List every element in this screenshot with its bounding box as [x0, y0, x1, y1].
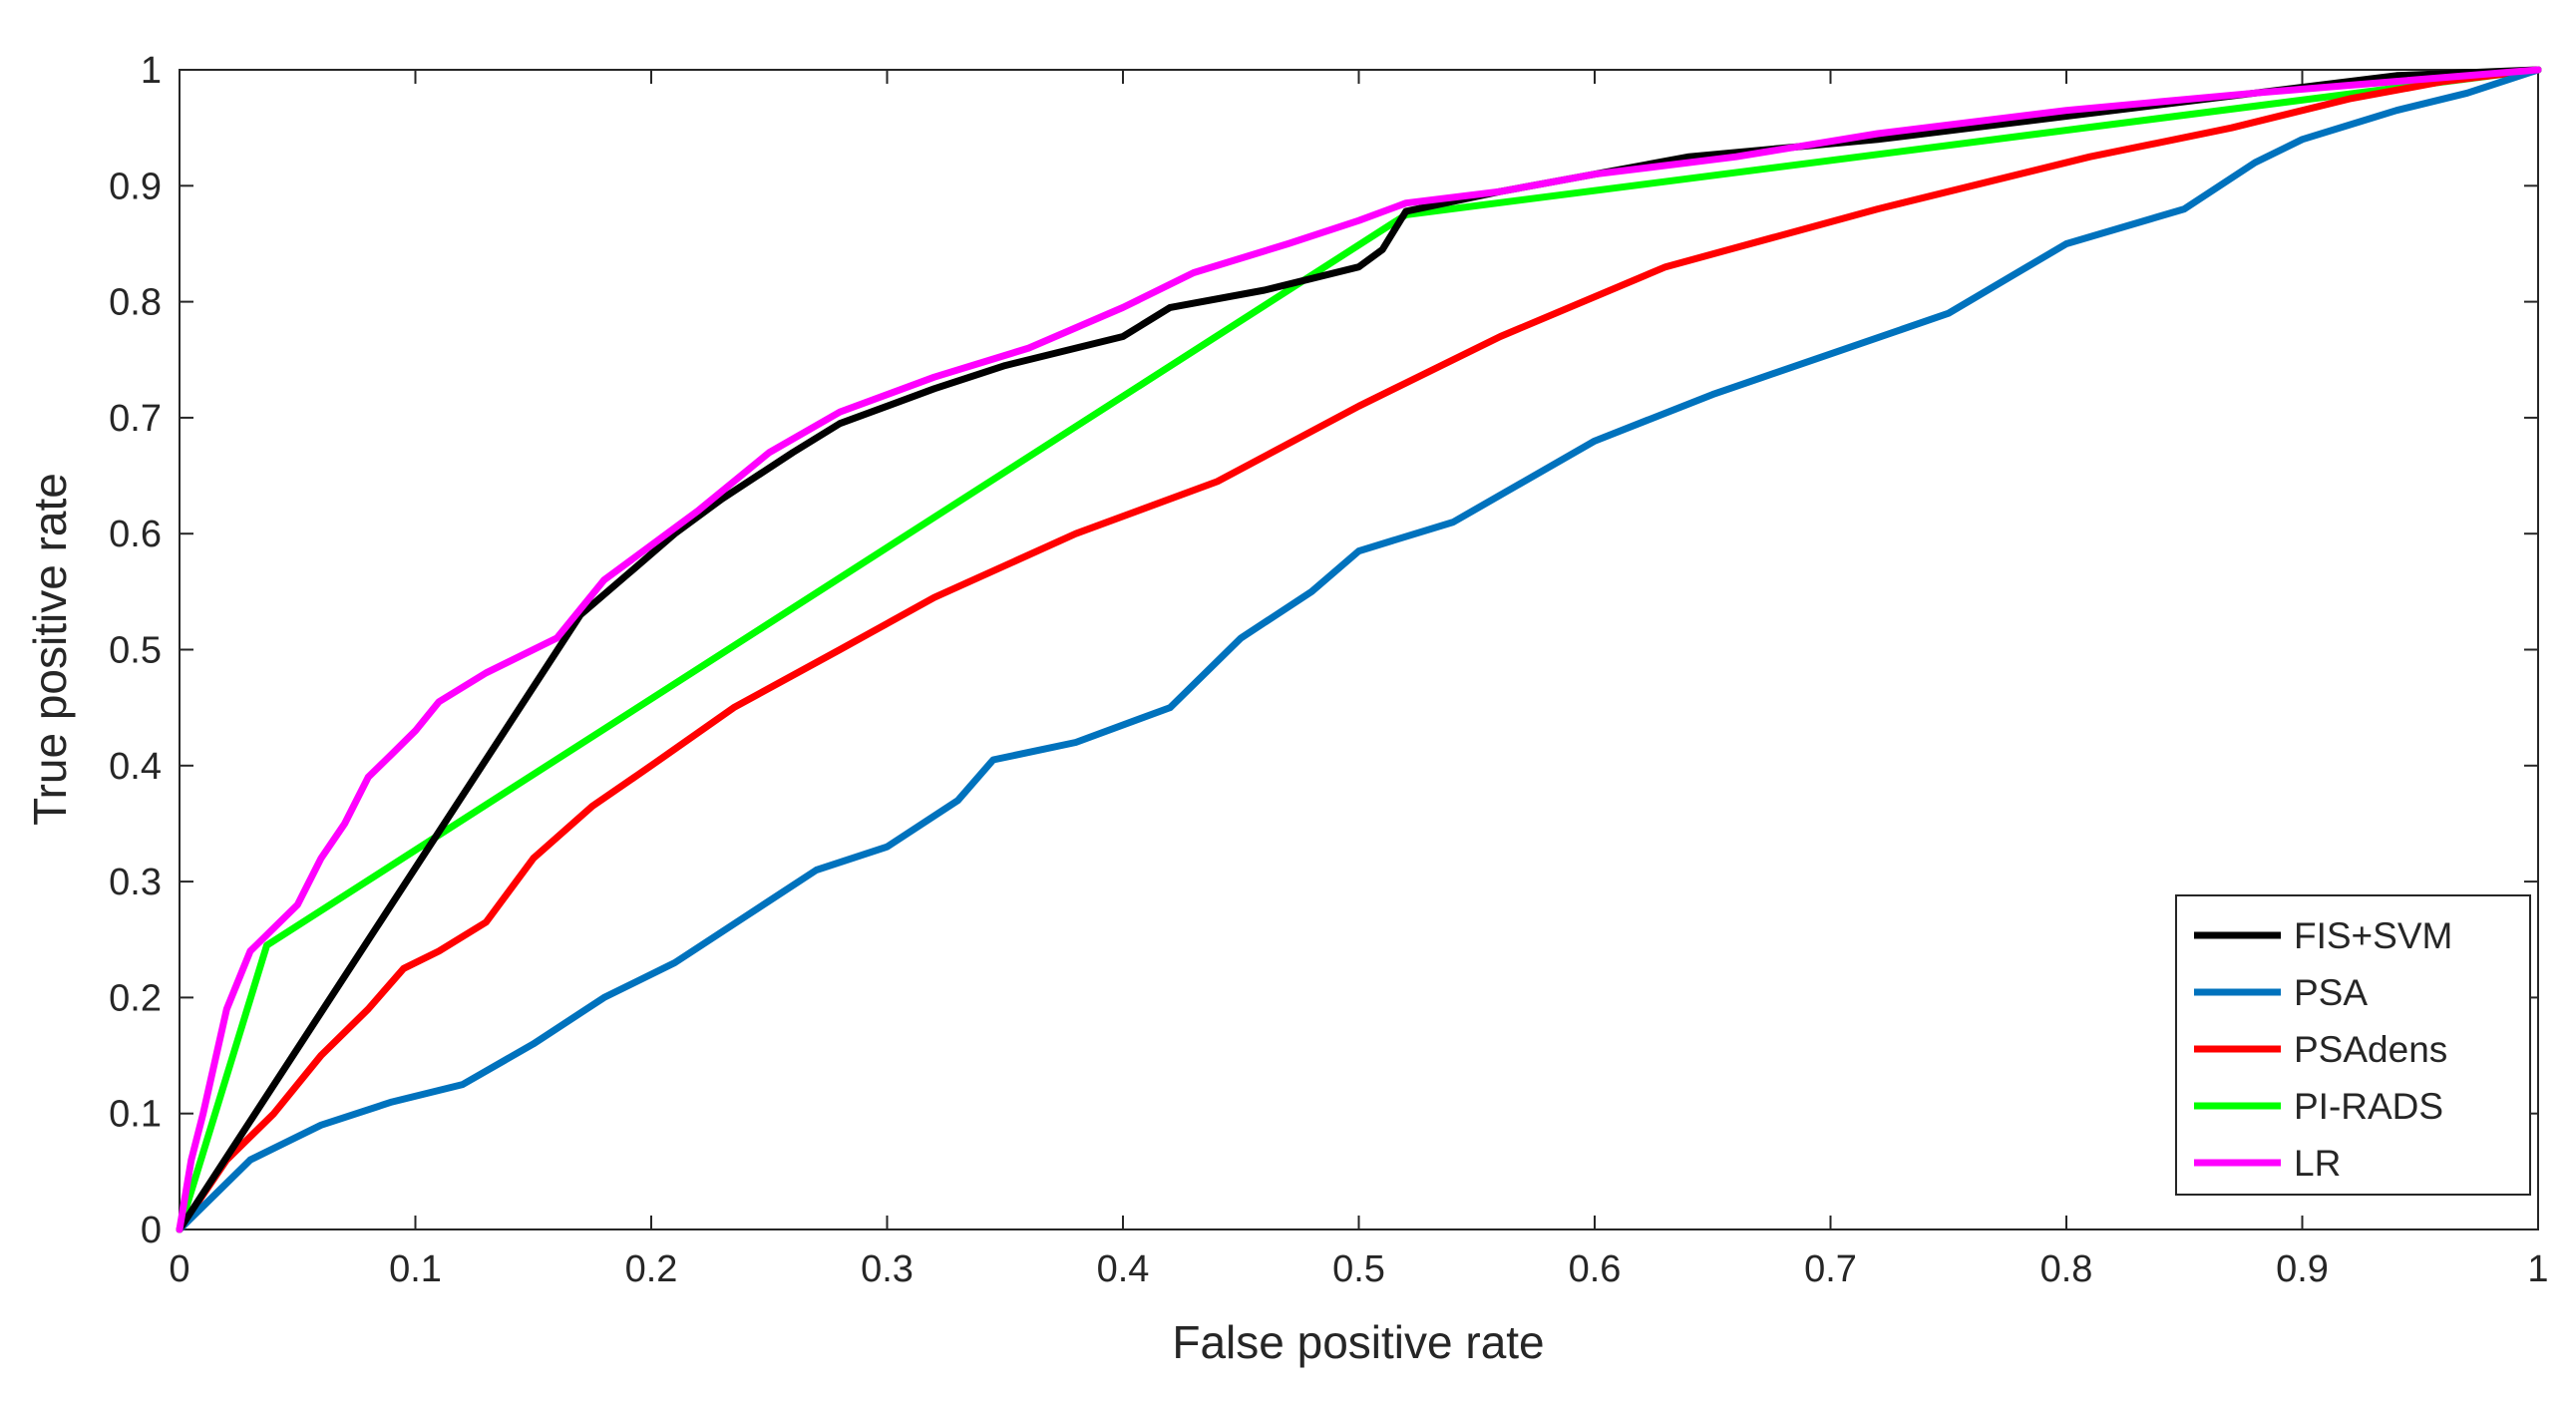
y-tick-label: 0.3	[109, 862, 162, 903]
series-line-fis-svm	[176, 66, 2542, 1233]
y-tick-label: 0.4	[109, 746, 162, 788]
y-axis-title: True positive rate	[24, 473, 76, 826]
y-tick-label: 0	[141, 1210, 162, 1251]
y-tick-label: 0.5	[109, 630, 162, 672]
y-tick-label: 1	[141, 50, 162, 92]
x-tick-label: 0.5	[1332, 1248, 1385, 1290]
series-line-psa	[176, 66, 2542, 1233]
x-tick-label: 0.1	[389, 1248, 442, 1290]
legend-label: PSA	[2294, 972, 2368, 1013]
x-tick-label: 0.3	[861, 1248, 914, 1290]
legend: FIS+SVM PSA PSAdens PI-RADS LR	[2175, 894, 2531, 1196]
x-tick-label: 0	[169, 1248, 189, 1290]
legend-label: PSAdens	[2294, 1029, 2447, 1070]
x-axis-title: False positive rate	[1172, 1316, 1544, 1368]
x-tick-label: 0.6	[1569, 1248, 1622, 1290]
legend-box	[2175, 894, 2531, 1196]
axis-ticks: 0 0.1 0.2 0.3 0.4 0.5 0.6 0.7 0.8 0.9 1 0 0.1 0.2 0.3 0…	[109, 50, 2548, 1290]
x-tick-label: 0.2	[625, 1248, 678, 1290]
x-tick-label: 0.8	[2040, 1248, 2093, 1290]
y-tick-label: 0.9	[109, 166, 162, 207]
x-tick-label: 1	[2527, 1248, 2548, 1290]
legend-label: FIS+SVM	[2294, 915, 2452, 956]
series-lines	[176, 66, 2542, 1233]
y-tick-label: 0.7	[109, 398, 162, 440]
x-tick-label: 0.9	[2276, 1248, 2329, 1290]
y-tick-label: 0.6	[109, 514, 162, 555]
x-tick-label: 0.4	[1097, 1248, 1150, 1290]
x-tick-label: 0.7	[1804, 1248, 1857, 1290]
y-tick-label: 0.8	[109, 282, 162, 324]
series-line-psadens	[176, 66, 2542, 1233]
series-line-lr	[176, 66, 2542, 1233]
legend-label: LR	[2294, 1143, 2341, 1184]
y-tick-label: 0.2	[109, 977, 162, 1019]
y-tick-label: 0.1	[109, 1094, 162, 1136]
series-line-pi-rads	[176, 66, 2542, 1233]
legend-label: PI-RADS	[2294, 1086, 2443, 1127]
